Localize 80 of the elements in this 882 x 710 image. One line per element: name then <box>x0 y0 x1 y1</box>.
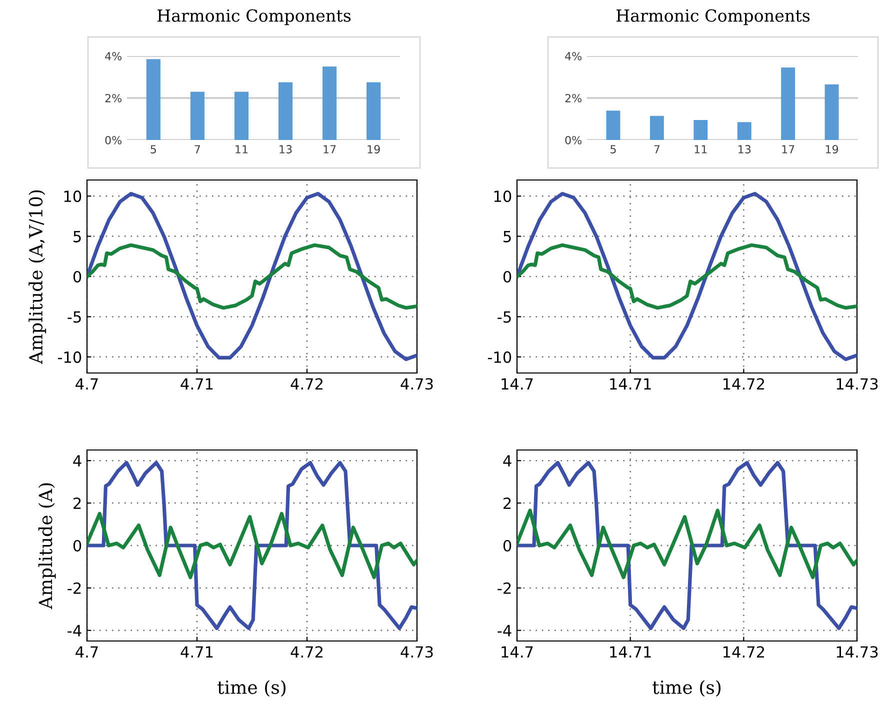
y-tick-label: 10 <box>494 190 512 202</box>
y-tick-label: -10 <box>58 351 82 363</box>
y-tick-label: -2 <box>68 582 81 594</box>
y-tick-label: -4 <box>68 625 82 636</box>
bar <box>146 59 160 140</box>
x-tick-label: 14.73 <box>836 378 878 390</box>
x-tick-label: 13 <box>280 145 292 154</box>
y-tick-label: 0 <box>73 540 82 552</box>
chart-title: Harmonic Components <box>157 9 351 26</box>
x-tick-label: 4.73 <box>400 646 433 658</box>
y-tick-label: 5 <box>74 230 81 242</box>
x-tick-label: 5 <box>610 145 616 154</box>
y-axis-title: Amplitude (A,V/10) <box>28 190 46 364</box>
x-tick-label: 4.71 <box>180 378 213 390</box>
x-tick-label: 4.7 <box>76 646 98 658</box>
bar <box>606 110 620 140</box>
bar <box>366 82 381 140</box>
x-tick-label: 13 <box>738 145 751 154</box>
y-tick-label: 4% <box>105 52 122 60</box>
bar <box>694 120 708 140</box>
x-tick-label: 19 <box>826 145 838 154</box>
x-tick-label: 11 <box>236 145 248 154</box>
line-series <box>87 192 417 362</box>
x-tick-label: 14.72 <box>723 646 764 658</box>
bar <box>737 122 752 140</box>
bar <box>322 66 337 140</box>
bar <box>824 84 839 140</box>
x-axis-title: time (s) <box>652 680 721 697</box>
bar <box>278 82 293 140</box>
y-tick-label: 0 <box>503 540 512 552</box>
x-tick-label: 7 <box>194 145 200 154</box>
x-tick-label: 4.7 <box>76 378 98 390</box>
y-tick-label: 5 <box>504 230 511 242</box>
y-tick-label: 0 <box>503 270 512 283</box>
y-tick-label: -10 <box>488 351 512 363</box>
x-tick-label: 14.73 <box>836 646 878 658</box>
x-tick-label: 5 <box>150 145 156 154</box>
x-tick-label: 4.72 <box>290 378 322 390</box>
x-tick-label: 14.71 <box>610 646 651 658</box>
y-tick-label: 4% <box>565 52 582 60</box>
x-tick-label: 17 <box>782 145 794 154</box>
x-tick-label: 4.72 <box>290 646 322 658</box>
x-axis-title: time (s) <box>218 680 286 697</box>
x-tick-label: 4.73 <box>400 378 433 390</box>
y-tick-label: 0% <box>105 136 122 144</box>
x-tick-label: 14.71 <box>610 378 651 390</box>
y-tick-label: 0 <box>73 270 82 283</box>
y-tick-label: 4 <box>73 455 82 466</box>
line-series <box>517 243 857 310</box>
bar <box>190 92 204 140</box>
y-axis-title: Amplitude (A) <box>38 483 56 610</box>
y-tick-label: 2% <box>565 94 582 102</box>
x-tick-label: 4.71 <box>180 646 213 658</box>
y-tick-label: 4 <box>503 455 512 466</box>
x-tick-label: 19 <box>368 145 380 154</box>
line-series <box>517 460 857 630</box>
chart-title: Harmonic Components <box>616 9 810 26</box>
y-tick-label: 10 <box>64 190 82 202</box>
x-tick-label: 11 <box>694 145 707 154</box>
x-tick-label: 17 <box>324 145 336 154</box>
y-tick-label: -5 <box>498 311 511 323</box>
y-tick-label: 0% <box>565 136 582 144</box>
line-series <box>87 243 417 310</box>
bar <box>234 92 249 140</box>
y-tick-label: -5 <box>68 311 81 323</box>
bar <box>781 68 796 140</box>
x-tick-label: 14.72 <box>723 378 764 390</box>
line-series <box>87 512 417 580</box>
x-tick-label: 7 <box>654 145 660 154</box>
bar <box>650 116 664 140</box>
y-tick-label: -2 <box>498 582 511 594</box>
y-tick-label: 2 <box>504 498 511 509</box>
line-series <box>517 508 857 580</box>
line-series <box>87 460 417 630</box>
y-tick-label: 2% <box>105 94 122 102</box>
x-tick-label: 14.7 <box>502 646 533 658</box>
y-tick-label: 2 <box>74 498 81 509</box>
x-tick-label: 14.7 <box>502 378 533 390</box>
line-series <box>517 192 857 362</box>
y-tick-label: -4 <box>498 625 512 636</box>
